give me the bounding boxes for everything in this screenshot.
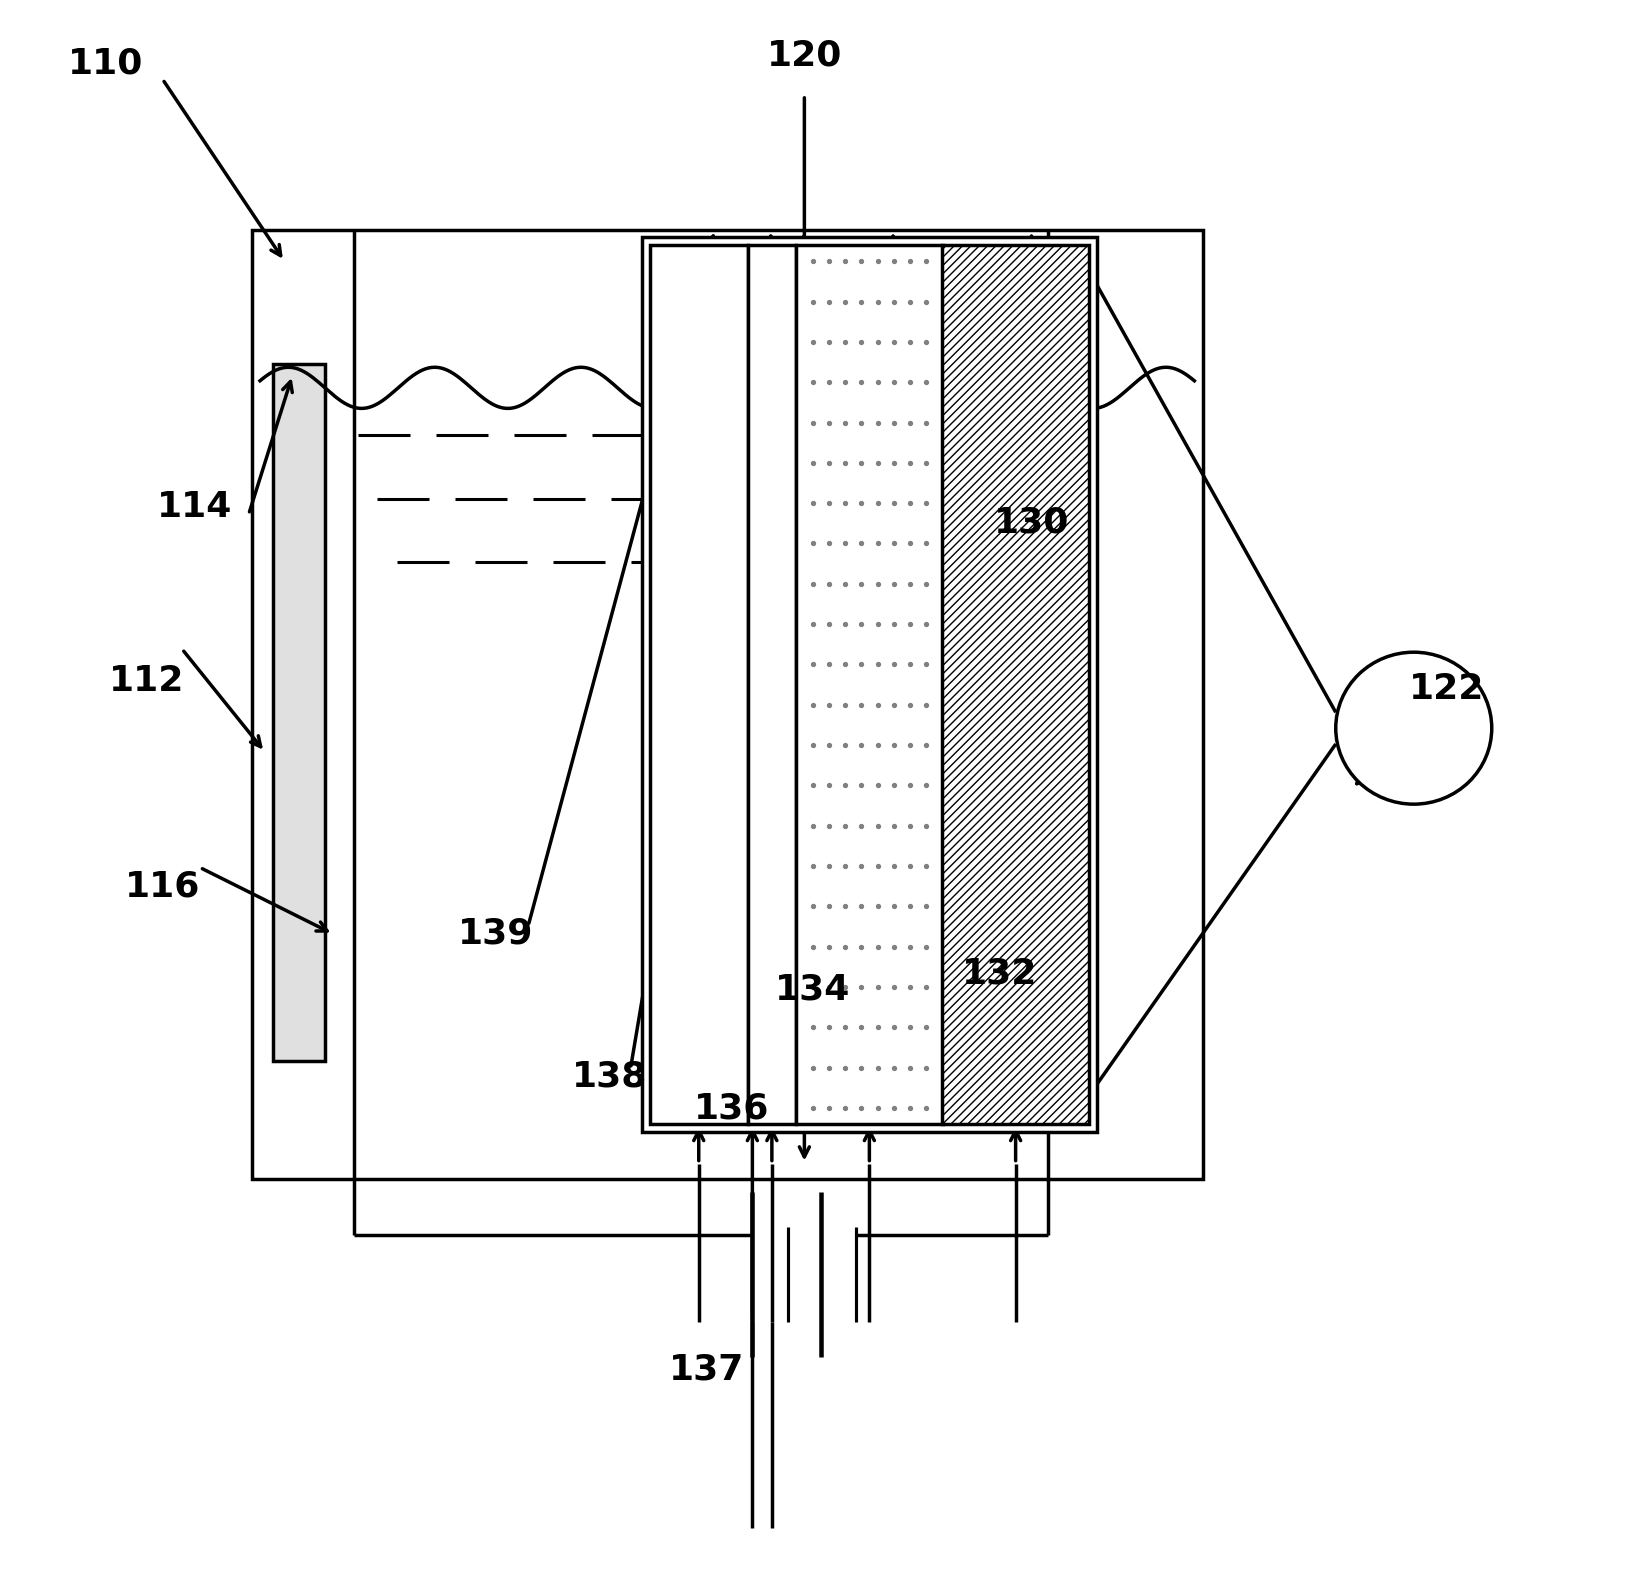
- Text: 132: 132: [962, 956, 1037, 991]
- Text: 130: 130: [994, 505, 1069, 540]
- Bar: [748, 245, 796, 1124]
- Bar: [642, 237, 1097, 1132]
- Text: 137: 137: [670, 1352, 744, 1387]
- Text: 112: 112: [109, 663, 184, 698]
- Text: 122: 122: [1409, 671, 1484, 706]
- Text: 114: 114: [158, 489, 232, 524]
- Bar: [252, 230, 1202, 1179]
- Text: 134: 134: [775, 972, 850, 1007]
- Circle shape: [1336, 652, 1492, 804]
- Text: 110: 110: [68, 46, 143, 81]
- Text: 116: 116: [125, 869, 200, 904]
- Text: 139: 139: [458, 917, 533, 951]
- Bar: [942, 245, 1089, 1124]
- Text: 120: 120: [767, 38, 842, 73]
- Bar: [650, 245, 748, 1124]
- Bar: [273, 364, 325, 1061]
- Text: 136: 136: [694, 1091, 769, 1126]
- Text: 138: 138: [572, 1059, 647, 1094]
- Bar: [796, 245, 942, 1124]
